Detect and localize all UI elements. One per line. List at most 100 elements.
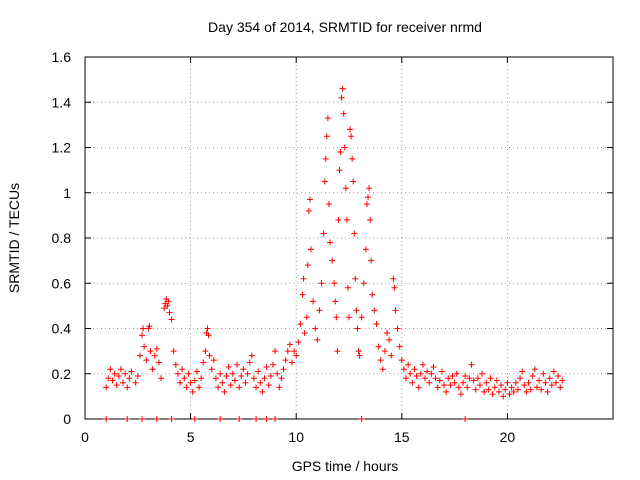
data-point <box>155 359 162 366</box>
data-point <box>253 416 260 422</box>
data-point <box>366 185 373 192</box>
data-point <box>217 416 224 422</box>
data-point <box>517 375 524 382</box>
data-point <box>139 416 146 422</box>
y-tick-label: 0 <box>63 411 71 427</box>
data-point <box>422 375 429 382</box>
data-point <box>500 393 507 400</box>
data-point <box>548 382 555 389</box>
data-point <box>487 375 494 382</box>
data-point <box>434 384 441 391</box>
data-point <box>332 298 339 305</box>
data-point <box>407 370 414 377</box>
data-point <box>299 291 306 298</box>
data-point <box>495 388 502 395</box>
data-point <box>529 373 536 380</box>
data-point <box>306 196 313 203</box>
data-point <box>506 391 513 398</box>
data-point <box>392 307 399 314</box>
data-point <box>424 368 431 375</box>
data-point <box>466 375 473 382</box>
data-point <box>320 230 327 237</box>
data-point <box>288 359 295 366</box>
x-tick-label: 15 <box>394 429 410 445</box>
data-point <box>460 379 467 386</box>
data-point <box>300 275 307 282</box>
data-point <box>468 361 475 368</box>
data-point <box>272 348 279 355</box>
data-point <box>355 348 362 355</box>
data-point <box>310 298 317 305</box>
data-point <box>462 373 469 380</box>
data-point <box>483 379 490 386</box>
data-point <box>219 379 226 386</box>
data-point <box>445 375 452 382</box>
x-tick-label: 10 <box>288 429 304 445</box>
data-point <box>191 416 198 422</box>
data-point <box>107 366 114 373</box>
data-point <box>430 363 437 370</box>
chart-title: Day 354 of 2014, SRMTID for receiver nrm… <box>208 19 482 35</box>
data-point <box>212 375 219 382</box>
data-point <box>225 363 232 370</box>
data-point <box>353 307 360 314</box>
data-point <box>436 377 443 384</box>
data-point <box>236 416 243 422</box>
data-point <box>217 370 224 377</box>
data-point <box>246 359 253 366</box>
data-point <box>282 357 289 364</box>
data-point <box>358 416 365 422</box>
data-point <box>508 384 515 391</box>
data-point <box>555 373 562 380</box>
data-point <box>168 316 175 323</box>
data-point <box>286 341 293 348</box>
data-point <box>198 375 205 382</box>
data-point <box>105 375 112 382</box>
data-point <box>280 366 287 373</box>
data-point <box>158 375 165 382</box>
data-point <box>455 384 462 391</box>
data-point <box>351 230 358 237</box>
data-point <box>278 375 285 382</box>
data-point <box>318 280 325 287</box>
y-tick-label: 1.2 <box>52 140 72 156</box>
data-point <box>331 280 338 287</box>
data-point <box>166 309 173 316</box>
data-point <box>164 302 171 309</box>
data-point <box>272 416 279 422</box>
data-point <box>419 361 426 368</box>
data-point <box>326 239 333 246</box>
x-axis-title: GPS time / hours <box>292 458 399 474</box>
data-point <box>476 382 483 389</box>
data-point <box>191 377 198 384</box>
data-point <box>544 388 551 395</box>
data-point <box>146 323 153 330</box>
data-point <box>263 416 270 422</box>
data-point <box>284 348 291 355</box>
data-point <box>187 379 194 386</box>
data-point <box>428 370 435 377</box>
data-point <box>396 343 403 350</box>
data-point <box>117 366 124 373</box>
data-point <box>375 343 382 350</box>
data-point <box>362 246 369 253</box>
data-point <box>120 379 127 386</box>
data-point <box>134 373 141 380</box>
data-point <box>236 384 243 391</box>
data-point <box>276 384 283 391</box>
data-point <box>204 325 211 332</box>
data-point <box>132 379 139 386</box>
data-point <box>189 388 196 395</box>
data-point <box>334 348 341 355</box>
data-point <box>485 386 492 393</box>
data-point <box>170 348 177 355</box>
data-point <box>336 167 343 174</box>
data-point <box>231 377 238 384</box>
data-point <box>363 201 370 208</box>
data-point <box>527 386 534 393</box>
x-tick-label: 20 <box>500 429 516 445</box>
data-point <box>540 370 547 377</box>
data-point <box>126 375 133 382</box>
data-point <box>536 377 543 384</box>
data-point <box>161 305 168 312</box>
